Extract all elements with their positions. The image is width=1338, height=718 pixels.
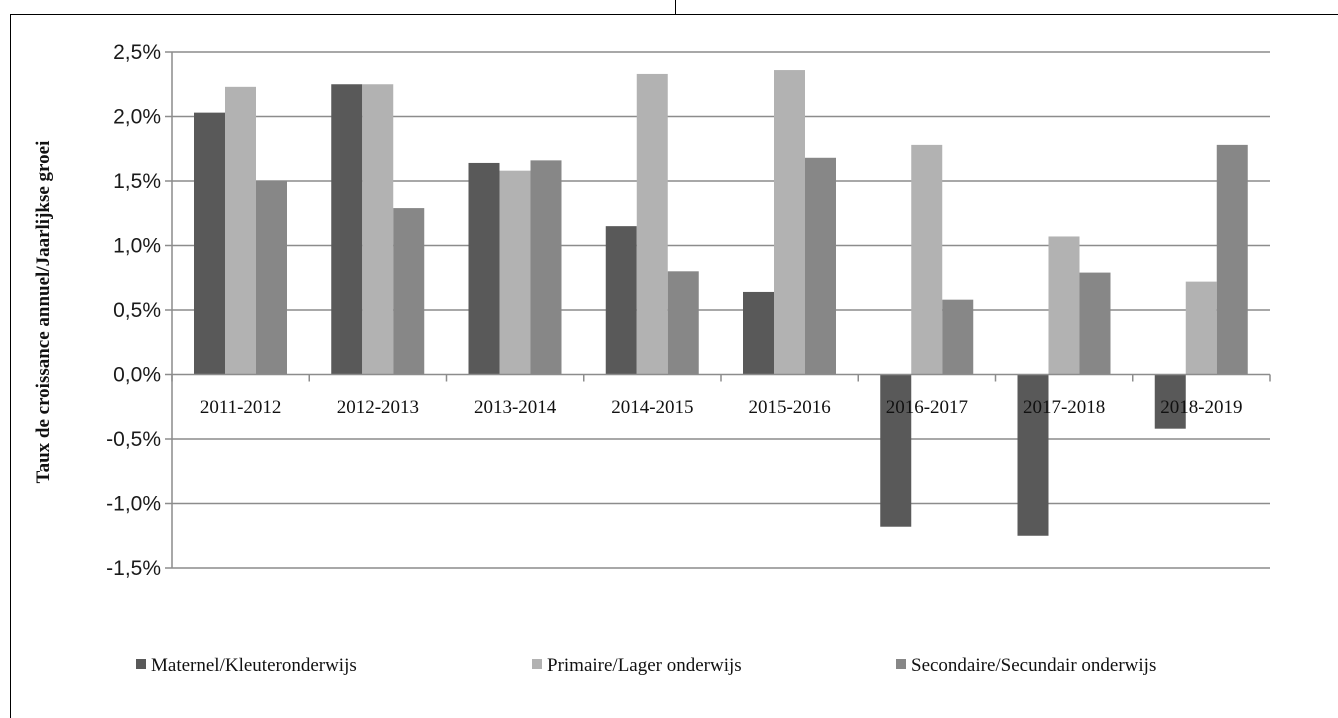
bar [468,162,500,375]
y-tick-label: 1,0% [113,235,161,258]
legend-swatch [136,659,146,669]
bar [1017,374,1049,536]
bar [1185,281,1217,375]
x-tick-label: 2018-2019 [1160,397,1242,418]
legend: Maternel/Kleuteronderwijs Primaire/Lager … [136,655,1156,676]
bar [256,181,287,375]
y-tick-label: -1,5% [106,557,161,580]
y-axis-ticks: 2,5% 2,0% 1,5% 1,0% 0,5% 0,0% -0,5% -1,0% -1,5% [106,41,161,580]
x-axis-ticks: 2011-2012 2012-2013 2013-2014 2014-2015 2015… [200,397,1243,418]
bar [880,374,912,527]
bar [393,208,425,375]
x-tick-label: 2016-2017 [886,397,968,418]
legend-label: Secondaire/Secundair onderwijs [911,655,1156,676]
bar [911,144,943,375]
y-tick-label: 0,0% [113,364,161,387]
y-tick-label: 0,5% [113,299,161,322]
bars [194,70,1248,536]
bar [362,84,394,375]
legend-swatch [896,659,906,669]
x-axis [171,52,1271,568]
bar [1154,374,1186,429]
bar [743,291,774,375]
bar [805,157,836,375]
y-tick-label: 2,0% [113,106,161,129]
bar [225,86,256,375]
bar [1048,236,1080,375]
bar [1216,144,1248,375]
x-tick-label: 2015-2016 [748,397,830,418]
legend-swatch [532,659,542,669]
bar [605,226,637,375]
x-tick-label: 2012-2013 [337,397,419,418]
bar [530,160,562,375]
bar [942,299,974,375]
y-tick-label: 1,5% [113,170,161,193]
x-tick-label: 2011-2012 [200,397,282,418]
bar [194,112,225,375]
legend-label: Maternel/Kleuteronderwijs [151,655,357,676]
x-tick-label: 2014-2015 [611,397,693,418]
legend-label: Primaire/Lager onderwijs [547,655,742,676]
bar [331,84,363,375]
frame-divider [675,0,676,14]
bar [636,73,668,375]
y-axis-label: Taux de croissance annuel/Jaarlijkse gro… [33,141,54,484]
y-tick-label: -0,5% [106,428,161,451]
y-tick-label: 2,5% [113,41,161,64]
bar [499,170,531,375]
x-tick-label: 2017-2018 [1023,397,1105,418]
bar [667,271,699,375]
chart-frame [10,14,1338,718]
bar [774,70,805,375]
x-tick-label: 2013-2014 [474,397,557,418]
y-tick-label: -1,0% [106,493,161,516]
bar [1079,272,1111,375]
